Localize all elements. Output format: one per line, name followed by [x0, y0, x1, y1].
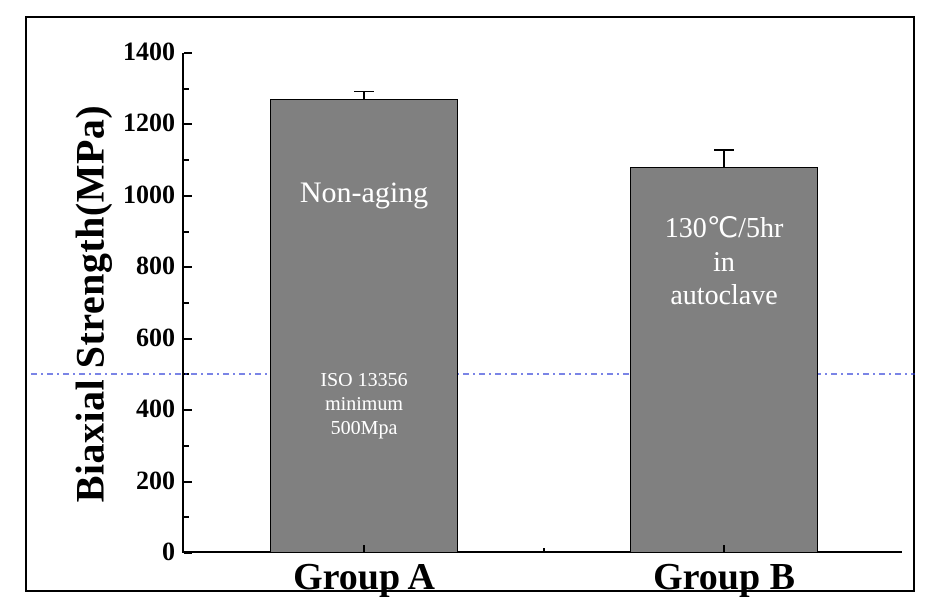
y-tick-minor — [184, 231, 189, 233]
y-tick-label: 1200 — [120, 108, 175, 138]
y-tick-minor — [184, 516, 189, 518]
y-tick-label: 1400 — [120, 37, 175, 67]
x-category-label: Group A — [293, 555, 435, 599]
x-tick-minor — [543, 548, 545, 553]
x-category-label: Group B — [653, 555, 795, 599]
y-tick-label: 0 — [120, 537, 175, 567]
y-tick-label: 800 — [120, 251, 175, 281]
error-cap — [714, 149, 734, 151]
bar — [270, 99, 457, 553]
bar-annotation: ISO 13356minimum500Mpa — [255, 368, 472, 440]
y-axis-label: Biaxial Strength(MPa) — [65, 53, 115, 553]
y-axis-label-text: Biaxial Strength(MPa) — [67, 104, 114, 502]
error-cap — [354, 91, 374, 93]
y-tick — [184, 481, 192, 483]
y-tick — [184, 52, 192, 54]
bar-annotation: 130℃/5hrinautoclave — [615, 212, 832, 313]
y-tick — [184, 338, 192, 340]
y-tick-label: 600 — [120, 323, 175, 353]
x-tick — [723, 545, 725, 553]
y-tick-label: 1000 — [120, 180, 175, 210]
y-tick-minor — [184, 445, 189, 447]
error-stem — [723, 149, 725, 167]
y-tick — [184, 123, 192, 125]
y-tick-label: 400 — [120, 394, 175, 424]
y-tick-minor — [184, 88, 189, 90]
y-tick — [184, 409, 192, 411]
bar-annotation: Non-aging — [255, 175, 472, 211]
chart-frame: Biaxial Strength(MPa) 020040060080010001… — [25, 16, 915, 592]
plot-area: 0200400600800100012001400Group AGroup BN… — [182, 53, 902, 553]
y-tick-label: 200 — [120, 466, 175, 496]
y-tick — [184, 266, 192, 268]
x-tick — [363, 545, 365, 553]
y-tick — [184, 552, 192, 554]
y-tick-minor — [184, 159, 189, 161]
y-tick-minor — [184, 302, 189, 304]
y-tick — [184, 195, 192, 197]
